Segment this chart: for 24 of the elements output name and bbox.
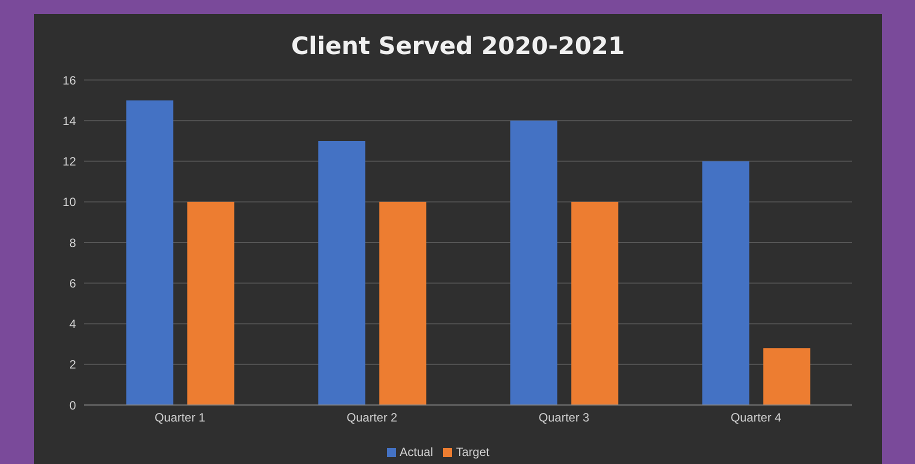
legend-label: Actual	[400, 445, 433, 459]
y-tick-label: 8	[69, 236, 76, 250]
bar	[763, 348, 810, 405]
y-tick-label: 14	[62, 114, 76, 128]
y-tick-label: 16	[62, 73, 76, 88]
x-tick-label: Quarter 3	[538, 410, 590, 425]
x-tick-label: Quarter 4	[730, 410, 782, 425]
bar	[571, 202, 618, 405]
legend-label: Target	[456, 445, 490, 459]
x-tick-label: Quarter 1	[154, 410, 206, 425]
chart-title: Client Served 2020-2021	[290, 32, 626, 62]
y-tick-label: 2	[69, 358, 76, 372]
y-tick-label: 4	[69, 317, 76, 332]
bar	[187, 202, 234, 405]
y-tick-label: 10	[62, 195, 76, 210]
bar	[702, 161, 750, 405]
bar	[318, 140, 366, 405]
y-tick-label: 6	[69, 276, 76, 290]
y-tick-label: 0	[69, 398, 76, 412]
bar	[379, 202, 426, 405]
bar	[126, 100, 174, 405]
x-tick-label: Quarter 2	[346, 410, 398, 425]
bar	[510, 120, 558, 405]
y-tick-label: 12	[62, 154, 76, 169]
